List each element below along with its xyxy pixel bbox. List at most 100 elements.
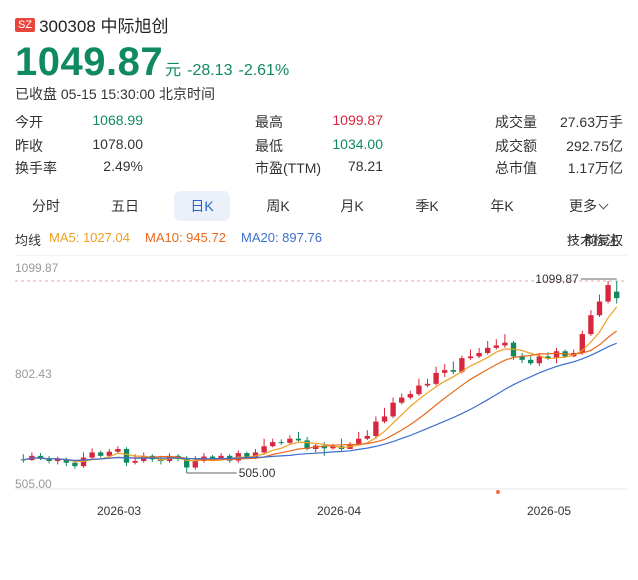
stat-label: 今开 [15,114,43,130]
tab-yearly-k[interactable]: 年K [490,198,514,214]
candle-body[interactable] [89,452,95,458]
candle-body[interactable] [132,460,138,463]
candle-body[interactable] [356,438,362,444]
candle-body[interactable] [373,421,379,436]
stat-value: 2.49% [103,158,143,174]
candle-body[interactable] [390,402,396,417]
price-unit: 元 [165,62,182,79]
candle-body[interactable] [184,458,190,468]
candle-body[interactable] [115,448,121,452]
candle-body[interactable] [192,460,198,468]
tab-more[interactable]: 更多 [558,191,618,221]
candle-body[interactable] [364,435,370,439]
candle-body[interactable] [381,416,388,422]
stat-label: 成交量 [495,114,537,130]
tab-intraday[interactable]: 分时 [32,198,60,214]
wave-icon: 〰 [567,233,578,245]
stat-value: 27.63万手 [559,114,623,130]
stat-label: 市盈(TTM) [255,160,322,176]
candle-body[interactable] [244,453,250,458]
candle-body[interactable] [304,440,310,449]
candle-body[interactable] [545,356,551,359]
stat-value: 78.21 [347,158,383,174]
candle-body[interactable] [596,301,603,316]
candle-body[interactable] [106,451,112,456]
market-badge: SZ [15,17,36,32]
candle-body[interactable] [579,334,585,353]
x-tick-apr: 2026-04 [317,504,361,518]
event-dot[interactable] [496,490,500,494]
forward-adjust-button[interactable]: 前复权 [583,233,623,248]
candle-body[interactable] [416,385,422,395]
candle-body[interactable] [467,356,474,359]
stat-label: 最低 [255,138,283,154]
ma20-line [23,342,617,462]
candle-body[interactable] [433,372,439,384]
candle-body[interactable] [37,455,44,459]
stock-header: SZ 300308 中际旭创 [15,12,169,37]
tech-annotation-label: 技术标注 [567,233,620,248]
candle-body[interactable] [442,370,448,373]
tab-weekly-k[interactable]: 周K [266,198,290,214]
kline-chart[interactable]: 1099.87 802.43 505.00 2026-03 2026-04 20… [15,255,627,525]
candle-body[interactable] [278,442,284,444]
price-change-pct: -2.61% [238,62,290,79]
candle-body[interactable] [252,452,259,458]
candle-body[interactable] [519,356,525,360]
candle-body[interactable] [407,394,413,398]
stat-label: 换手率 [15,160,57,176]
candle-body[interactable] [98,452,104,456]
candle-body[interactable] [588,315,594,335]
candle-body[interactable] [399,397,405,403]
ma-legend: 均线 MA5: 1027.04 MA10: 945.72 MA20: 897.7… [15,230,627,248]
tab-five-day[interactable]: 五日 [111,198,139,214]
chevron-down-icon [598,199,609,210]
candle-body[interactable] [295,438,302,441]
candle-body[interactable] [614,291,620,299]
candle-body[interactable] [209,456,216,460]
candle-body[interactable] [493,345,499,348]
candle-body[interactable] [63,459,69,463]
stock-title: 300308 中际旭创 [39,17,169,36]
candle-body[interactable] [536,356,542,364]
y-tick-top: 1099.87 [15,261,59,275]
candle-body[interactable] [218,455,224,460]
candle-body[interactable] [553,351,560,359]
stats-row: 换手率 2.49% 市盈(TTM) 78.21 总市值 1.17万亿 [15,158,627,180]
candle-body[interactable] [528,359,534,364]
candle-body[interactable] [261,446,267,453]
candle-body[interactable] [123,448,130,463]
tab-daily-k[interactable]: 日K [174,191,230,221]
stat-value: 1078.00 [92,136,143,152]
stat-label: 昨收 [15,138,43,154]
candle-body[interactable] [459,358,465,372]
ma20-value: MA20: 897.76 [241,230,322,245]
low-marker-label: 505.00 [239,466,276,480]
candle-body[interactable] [424,383,431,386]
candle-body[interactable] [605,285,611,302]
tab-quarterly-k[interactable]: 季K [415,198,439,214]
candle-body[interactable] [330,446,336,449]
stats-row: 昨收 1078.00 最低 1034.00 成交额 292.75亿 [15,136,627,158]
candle-body[interactable] [485,347,491,353]
tab-more-label: 更多 [569,198,597,214]
candle-body[interactable] [287,438,293,443]
candle-body[interactable] [270,442,276,447]
tab-monthly-k[interactable]: 月K [340,198,364,214]
x-tick-mar: 2026-03 [97,504,141,518]
candle-body[interactable] [476,352,482,357]
stat-label: 最高 [255,114,283,130]
candle-body[interactable] [46,458,52,461]
candle-body[interactable] [450,370,456,372]
candle-body[interactable] [72,462,78,467]
current-price: 1049.87 [15,40,164,84]
ma10-line [23,330,618,462]
candle-body[interactable] [55,459,61,461]
candle-body[interactable] [321,445,327,449]
y-tick-low: 505.00 [15,477,52,491]
stat-value: 1034.00 [332,136,383,152]
ma-label: 均线 [15,233,42,248]
ma5-value: MA5: 1027.04 [49,230,130,245]
market-status: 已收盘 05-15 15:30:00 北京时间 [15,86,215,102]
candle-body[interactable] [502,342,508,346]
